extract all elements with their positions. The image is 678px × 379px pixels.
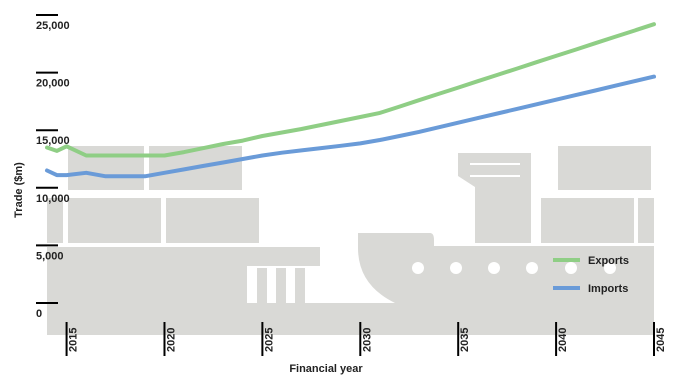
legend-label-exports: Exports <box>588 255 629 267</box>
y-tick-label: 0 <box>36 308 42 320</box>
x-tick-label: 2035 <box>459 328 471 352</box>
x-axis-title: Financial year <box>289 363 363 375</box>
x-tick-label: 2020 <box>165 328 177 352</box>
x-tick-label: 2030 <box>361 328 373 352</box>
y-axis: 0 5,000 10,000 15,000 20,000 25,000 <box>36 14 70 320</box>
y-tick-label: 5,000 <box>36 250 64 262</box>
series-line-imports <box>45 74 656 179</box>
porthole <box>526 262 538 274</box>
porthole <box>412 262 424 274</box>
porthole <box>488 262 500 274</box>
legend-label-imports: Imports <box>588 283 628 295</box>
x-tick-label: 2040 <box>557 328 569 352</box>
series-layer <box>45 22 656 179</box>
y-tick-label: 20,000 <box>36 78 70 90</box>
series-line-exports <box>45 22 656 158</box>
x-tick-label: 2025 <box>263 328 275 352</box>
y-tick-label: 15,000 <box>36 135 70 147</box>
porthole <box>565 262 577 274</box>
ship-portholes <box>412 262 616 274</box>
bridge-windows <box>470 163 520 177</box>
y-tick-label: 10,000 <box>36 193 70 205</box>
y-axis-title: Trade ($m) <box>13 162 25 218</box>
legend: Exports Imports <box>553 255 629 295</box>
porthole <box>450 262 462 274</box>
porthole <box>604 262 616 274</box>
x-axis: 2015 2020 2025 2030 2035 2040 2045 <box>65 322 667 356</box>
y-tick-label: 25,000 <box>36 20 70 32</box>
x-tick-label: 2015 <box>68 328 80 352</box>
x-tick-label: 2045 <box>655 328 667 352</box>
